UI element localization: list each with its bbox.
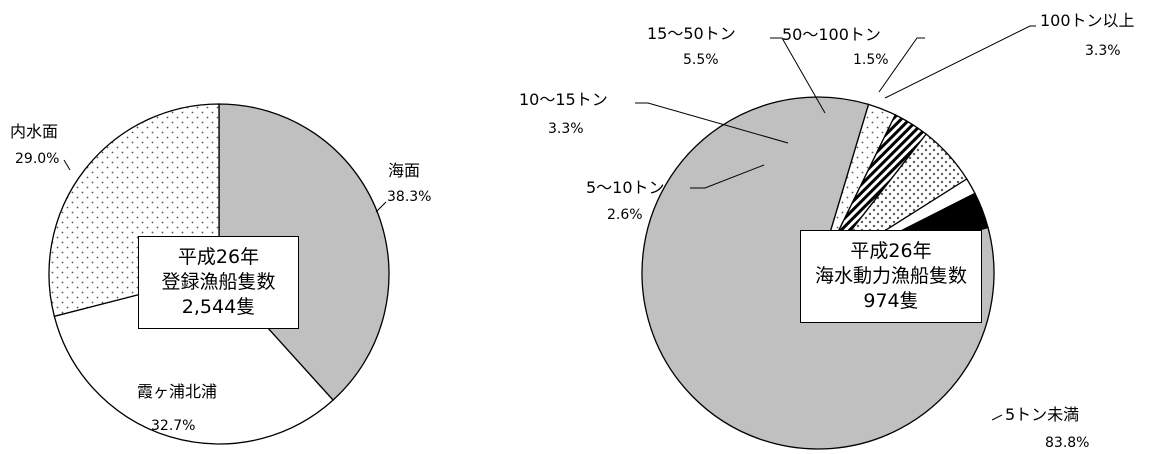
registered-boats-pie: [48, 103, 390, 445]
label-naisuimen: 内水面: [10, 122, 58, 141]
label-5-10ton: 5～10トン: [586, 178, 665, 197]
registered-slice-0: [218, 103, 390, 402]
label-kaimen: 海面: [388, 161, 420, 180]
slice-labels: 海面 38.3% 霞ヶ浦北浦 32.7% 内水面 29.0% 5トン未満 83.8% 5～10ト…: [10, 11, 1135, 451]
label-10-15ton: 10～15トン: [519, 90, 608, 109]
center-box-line: 海水動力漁船隻数: [814, 265, 967, 287]
pct-100ton-over: 3.3%: [1085, 43, 1121, 59]
center-box-line: 平成26年: [850, 240, 932, 262]
center-box-line: 974隻: [863, 290, 919, 312]
label-50-100ton: 50～100トン: [782, 25, 881, 44]
center-box-line: 平成26年: [177, 246, 260, 268]
pct-50-100ton: 1.5%: [853, 52, 889, 68]
leader-50-100ton: [878, 37, 925, 93]
label-15-50ton: 15～50トン: [647, 24, 736, 43]
pct-5-10ton: 2.6%: [607, 207, 643, 223]
label-5ton-under: 5トン未満: [1005, 405, 1079, 424]
leader-naisuimen: [63, 159, 71, 171]
leader-10-15ton: [635, 102, 789, 144]
label-kasumigaura: 霞ヶ浦北浦: [137, 382, 217, 401]
center-box-line: 2,544隻: [181, 296, 256, 318]
pct-5ton-under: 83.8%: [1045, 435, 1089, 451]
pct-kaimen: 38.3%: [387, 189, 431, 205]
leader-15-50ton: [770, 37, 826, 114]
label-100ton-over: 100トン以上: [1040, 11, 1135, 30]
pct-naisuimen: 29.0%: [15, 151, 59, 167]
leader-100ton-over: [884, 25, 1036, 99]
center-box-line: 登録漁船隻数: [161, 271, 276, 293]
pct-10-15ton: 3.3%: [548, 121, 584, 137]
pct-kasumigaura: 32.7%: [151, 418, 195, 434]
leader-kaimen: [375, 201, 387, 213]
pct-15-50ton: 5.5%: [683, 52, 719, 68]
center-box-motor: 平成26年 海水動力漁船隻数 974隻: [800, 230, 982, 323]
leader-5-10ton: [690, 164, 765, 189]
leader-5ton-under: [991, 414, 1003, 421]
registered-slice-1: [53, 273, 334, 445]
center-box-registered: 平成26年 登録漁船隻数 2,544隻: [138, 236, 299, 329]
